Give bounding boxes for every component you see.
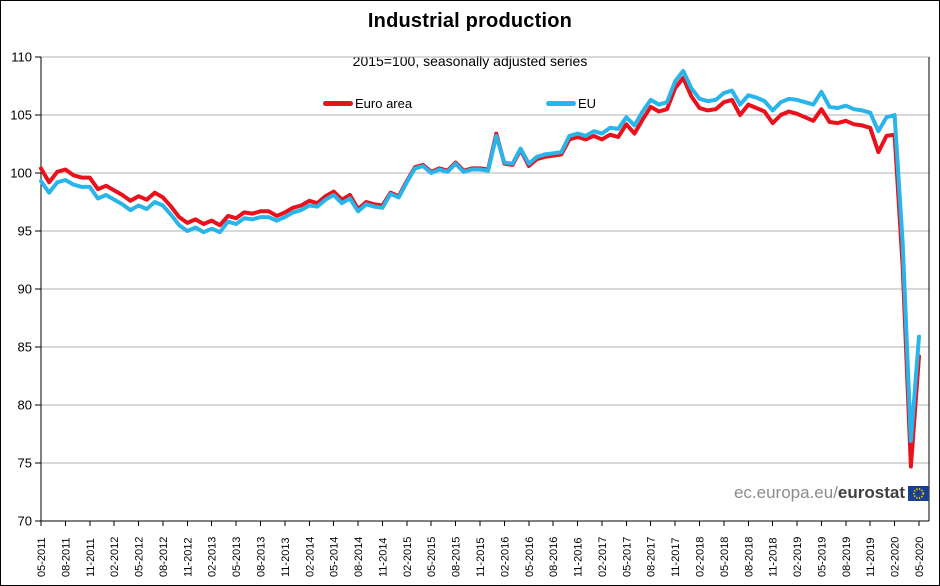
footer-brand-text: eurostat [837,483,905,502]
x-tick-label: 05-2014 [329,537,341,577]
x-tick-label: 05-2013 [231,537,243,577]
x-tick-label: 02-2016 [499,537,511,577]
x-tick-label: 11-2013 [280,537,292,577]
x-tick-label: 11-2018 [768,537,780,577]
x-tick-label: 02-2015 [402,537,414,577]
x-tick-label: 05-2016 [524,537,536,577]
axes [35,56,930,522]
legend-item-euro-area: Euro area [323,96,412,111]
x-tick-label: 02-2017 [597,537,609,577]
x-tick-label: 02-2014 [304,537,316,577]
x-tick-label: 05-2018 [719,537,731,577]
legend-item-eu: EU [546,96,596,111]
x-tick-label: 02-2013 [207,537,219,577]
gridlines [41,56,929,464]
y-tick-label: 75 [18,456,32,471]
x-tick-label: 05-2015 [426,537,438,577]
x-tick-label: 05-2012 [134,537,146,577]
x-tick-label: 08-2016 [548,537,560,577]
euro-area-series-line [39,75,921,469]
y-tick-label: 110 [11,50,32,65]
x-tick-label: 02-2019 [792,537,804,577]
legend-label-eu: EU [578,96,597,111]
x-tick-label: 02-2012 [109,537,121,577]
eu-flag-icon [908,485,929,501]
x-tick-label: 08-2012 [158,537,170,577]
footer-branding: ec.europa.eu/eurostat [734,483,929,503]
series-lines [39,68,921,469]
x-tick-label: 08-2015 [451,537,463,577]
y-axis-labels: 70 75 80 85 90 95 100 105 110 [10,50,32,529]
chart-title: Industrial production [367,10,573,32]
x-tick-label: 08-2014 [353,537,365,577]
y-tick-label: 80 [18,398,32,413]
x-tick-label: 08-2011 [60,537,72,577]
x-tick-label: 05-2017 [621,537,633,577]
y-tick-label: 100 [10,166,32,181]
y-tick-label: 85 [18,340,32,355]
x-tick-label: 02-2020 [890,537,902,577]
eu-series-line [39,68,921,443]
x-tick-label: 08-2019 [841,537,853,577]
x-tick-label: 08-2017 [646,537,658,577]
x-tick-label: 11-2016 [573,537,585,577]
x-tick-label: 05-2011 [36,537,48,577]
x-tick-label: 11-2015 [475,537,487,577]
y-tick-label: 105 [10,108,32,123]
y-tick-label: 70 [18,514,32,529]
x-tick-label: 11-2012 [182,537,194,577]
eu-line-swatch-icon [546,101,576,106]
x-tick-label: 11-2017 [670,537,682,577]
footer-site-text: ec.europa.eu/ [733,483,838,502]
legend-label-euro-area: Euro area [355,96,413,111]
x-tick-label: 08-2018 [743,537,755,577]
x-tick-label: 11-2011 [85,538,97,577]
x-tick-label: 08-2013 [256,537,268,577]
euro-area-line-swatch-icon [323,101,353,106]
x-tick-label: 11-2014 [377,537,389,577]
x-tick-label: 11-2019 [865,537,877,577]
x-tick-label: 02-2018 [695,537,707,577]
y-tick-label: 90 [18,282,32,297]
x-tick-label: 05-2019 [816,537,828,577]
x-tick-label: 05-2020 [914,537,926,577]
x-axis-labels: 05-2011 08-2011 11-2011 02-2012 05-2012 08-20… [36,521,926,577]
y-tick-label: 95 [18,224,32,239]
